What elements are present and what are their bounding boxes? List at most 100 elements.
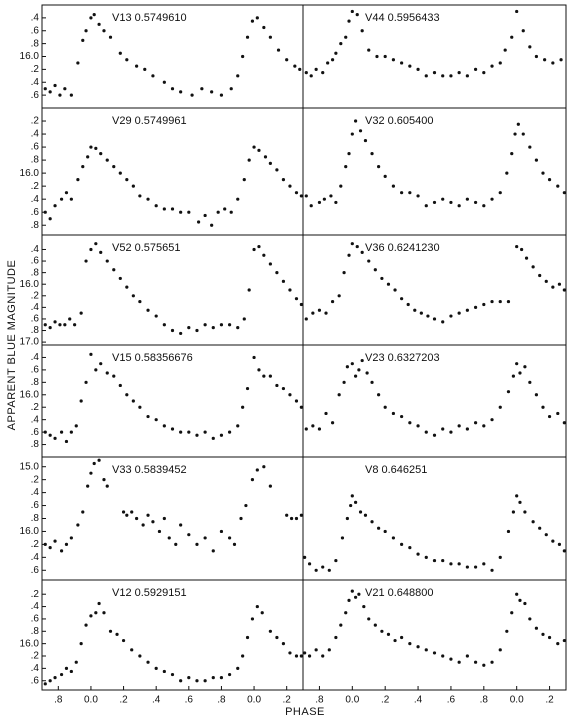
- data-point: [229, 210, 233, 214]
- data-point: [299, 302, 303, 307]
- y-tick-label: .2: [31, 589, 40, 600]
- data-point: [255, 604, 259, 609]
- data-point: [339, 42, 343, 46]
- data-point: [498, 555, 502, 559]
- data-point: [482, 70, 486, 75]
- data-point: [154, 418, 158, 422]
- data-point: [367, 48, 371, 52]
- data-point: [490, 299, 494, 304]
- data-point: [73, 323, 77, 327]
- data-point: [556, 411, 560, 416]
- data-point: [197, 220, 201, 224]
- data-point: [360, 250, 364, 254]
- y-tick-label: .8: [31, 325, 40, 336]
- data-point: [551, 539, 555, 543]
- data-point: [195, 433, 199, 437]
- data-point: [482, 424, 486, 428]
- data-point: [92, 461, 96, 466]
- data-point: [227, 323, 232, 327]
- data-point: [167, 536, 171, 540]
- data-point: [534, 54, 539, 59]
- data-point: [288, 651, 292, 655]
- data-point: [465, 565, 469, 569]
- data-point: [299, 405, 303, 409]
- data-point: [86, 484, 90, 488]
- data-point: [441, 427, 445, 431]
- data-point: [298, 67, 302, 71]
- data-point: [48, 217, 52, 221]
- data-point: [400, 191, 404, 195]
- data-point: [250, 19, 255, 23]
- data-point: [490, 418, 494, 422]
- data-point: [521, 29, 525, 33]
- data-point: [482, 204, 486, 208]
- data-point: [203, 536, 207, 540]
- data-point: [393, 638, 397, 643]
- data-point: [210, 90, 214, 94]
- data-point: [408, 64, 412, 68]
- data-point: [365, 371, 369, 375]
- x-tick-label: 0.0: [345, 695, 359, 706]
- data-point: [288, 184, 292, 188]
- data-point: [99, 362, 103, 366]
- data-point: [255, 468, 259, 472]
- y-tick-label: .8: [31, 513, 40, 524]
- data-point: [53, 204, 57, 208]
- data-point: [432, 558, 437, 563]
- data-point: [247, 288, 251, 292]
- data-point: [432, 317, 437, 321]
- data-point: [510, 151, 514, 156]
- data-point: [528, 380, 532, 384]
- data-point: [211, 436, 215, 440]
- panel-title: V12 0.5929151: [112, 587, 187, 599]
- x-tick-label: .6: [185, 695, 194, 706]
- data-point: [559, 58, 563, 62]
- data-point: [541, 171, 545, 175]
- data-point: [275, 168, 279, 172]
- data-point: [490, 568, 494, 572]
- y-tick-label: .4: [31, 487, 40, 498]
- data-point: [393, 288, 397, 292]
- y-tick-label: .2: [31, 181, 40, 192]
- data-point: [281, 386, 286, 391]
- data-point: [400, 542, 404, 546]
- data-point: [416, 424, 420, 428]
- data-point: [268, 629, 272, 633]
- data-point: [383, 54, 387, 59]
- data-point: [400, 61, 404, 65]
- data-point: [236, 424, 240, 428]
- data-point: [304, 70, 308, 75]
- data-point: [441, 558, 445, 563]
- data-point: [84, 259, 88, 263]
- data-point: [377, 393, 381, 397]
- data-point: [53, 436, 57, 440]
- y-tick-label: 16.0: [20, 638, 40, 649]
- data-point: [334, 200, 338, 205]
- data-point: [457, 562, 461, 566]
- y-tick-label: .8: [31, 267, 40, 278]
- data-point: [344, 611, 348, 615]
- data-point: [544, 533, 548, 537]
- y-tick-label: .8: [31, 155, 40, 166]
- data-point: [400, 297, 404, 301]
- data-point: [63, 323, 67, 327]
- data-point: [118, 171, 122, 175]
- data-point: [79, 642, 83, 646]
- x-tick-label: .4: [152, 695, 161, 706]
- data-point: [534, 158, 539, 162]
- data-point: [342, 380, 346, 384]
- data-point: [187, 533, 191, 537]
- data-point: [138, 654, 142, 658]
- data-point: [236, 74, 240, 78]
- data-point: [408, 642, 412, 646]
- data-point: [367, 617, 371, 621]
- data-point: [400, 635, 404, 640]
- data-point: [370, 151, 374, 156]
- data-point: [262, 374, 266, 378]
- data-point: [223, 207, 227, 211]
- data-point: [524, 256, 529, 260]
- data-point: [154, 314, 158, 318]
- data-point: [203, 213, 207, 218]
- data-point: [324, 411, 328, 416]
- data-point: [544, 279, 548, 283]
